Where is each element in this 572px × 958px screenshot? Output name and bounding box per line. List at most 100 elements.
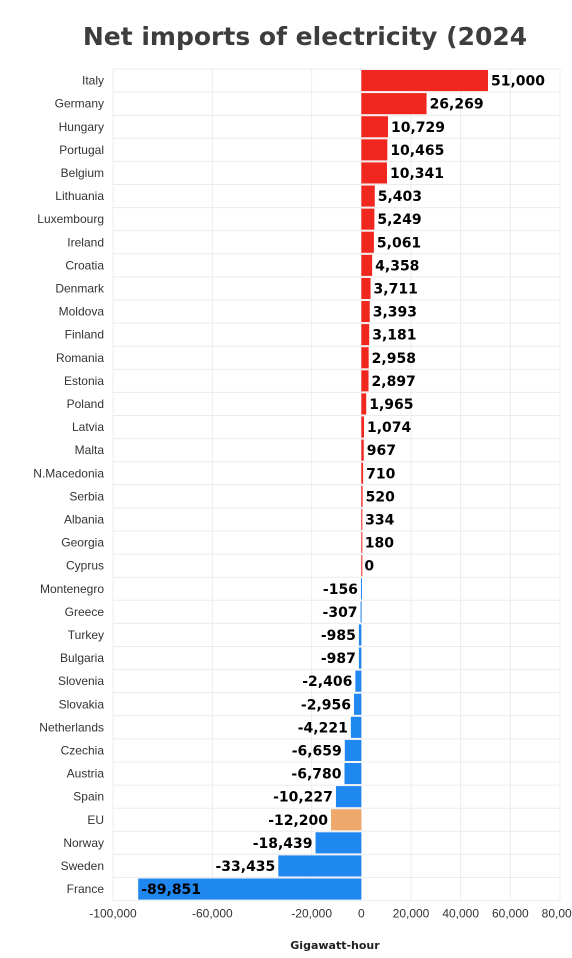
bar-albania [361,508,363,530]
bar-ireland [361,231,374,253]
category-label-ireland: Ireland [67,235,104,249]
bar-latvia [361,416,365,438]
grid-lines [112,68,561,902]
value-label-turkey: -985 [321,628,356,644]
bar-poland [361,393,367,415]
value-label-denmark: 3,711 [374,281,418,297]
bar-greece [360,601,362,623]
value-label-germany: 26,269 [430,97,484,113]
value-label-hungary: 10,729 [391,120,445,136]
category-label-slovakia: Slovakia [59,697,105,711]
value-label-montenegro: -156 [323,582,358,598]
bar-montenegro [360,578,362,600]
bar-italy [361,70,488,92]
category-label-austria: Austria [67,767,105,781]
category-label-albania: Albania [64,512,104,526]
value-label-france: -89,851 [141,882,201,898]
category-label-italy: Italy [82,74,104,88]
category-label-poland: Poland [67,397,104,411]
value-label-norway: -18,439 [253,836,313,852]
x-tick-label: 40,000 [442,907,479,921]
value-label-slovakia: -2,956 [301,697,351,713]
bar-croatia [361,254,373,276]
value-label-finland: 3,181 [372,328,416,344]
value-label-poland: 1,965 [369,397,413,413]
value-label-luxembourg: 5,249 [377,212,421,228]
bar-luxembourg [361,208,375,230]
category-label-norway: Norway [63,836,104,850]
category-label-eu: EU [87,813,104,827]
value-label-cyprus: 0 [364,559,374,575]
bar-malta [361,439,364,461]
value-label-spain: -10,227 [273,790,333,806]
category-label-malta: Malta [75,443,105,457]
chart-title: Net imports of electricity (2024 [82,22,528,51]
bar-moldova [361,301,370,323]
bar-germany [361,93,427,115]
category-label-latvia: Latvia [72,420,104,434]
bar-bulgaria [358,647,362,669]
bar-eu [331,809,362,831]
value-label-moldova: 3,393 [373,305,417,321]
x-tick-label: -100,000 [89,907,137,921]
value-label-bulgaria: -987 [321,651,356,667]
value-label-n-macedonia: 710 [366,466,395,482]
value-label-croatia: 4,358 [375,258,419,274]
category-label-luxembourg: Luxembourg [37,212,104,226]
value-label-eu: -12,200 [268,813,328,829]
x-tick-label: 20,000 [393,907,430,921]
category-label-bulgaria: Bulgaria [60,651,104,665]
category-label-sweden: Sweden [61,859,104,873]
bar-norway [315,832,362,854]
value-label-sweden: -33,435 [215,859,275,875]
value-label-greece: -307 [323,605,358,621]
bar-n-macedonia [361,462,364,484]
category-label-finland: Finland [65,328,104,342]
value-label-georgia: 180 [365,536,394,552]
value-label-albania: 334 [365,512,394,528]
bar-austria [344,763,362,785]
bars [138,70,488,900]
category-label-hungary: Hungary [59,120,104,134]
bar-belgium [361,162,388,184]
value-label-italy: 51,000 [491,74,545,90]
category-label-georgia: Georgia [61,536,104,550]
x-tick-label: 80,000 [542,907,572,921]
category-label-serbia: Serbia [69,489,104,503]
value-label-estonia: 2,897 [372,374,416,390]
category-label-netherlands: Netherlands [39,720,104,734]
category-label-moldova: Moldova [59,305,105,319]
category-label-croatia: Croatia [65,258,104,272]
category-label-romania: Romania [56,351,104,365]
category-label-n-macedonia: N.Macedonia [33,466,104,480]
category-label-cyprus: Cyprus [66,559,104,573]
category-label-greece: Greece [65,605,105,619]
bar-sweden [278,855,362,877]
category-label-czechia: Czechia [61,743,105,757]
x-axis-title: Gigawatt-hour [290,939,380,952]
bar-hungary [361,116,388,138]
bar-slovakia [353,693,362,715]
bar-estonia [361,370,369,392]
x-tick-label: 60,000 [492,907,529,921]
labels: -100,000 -60,000 -20,000 0 20,000 40,000 60,00… [33,74,572,921]
value-label-lithuania: 5,403 [378,189,422,205]
value-label-serbia: 520 [366,489,395,505]
value-label-portugal: 10,465 [390,143,444,159]
category-label-belgium: Belgium [61,166,104,180]
category-label-montenegro: Montenegro [40,582,104,596]
bar-finland [361,324,370,346]
category-label-denmark: Denmark [55,281,105,295]
bar-romania [361,347,369,369]
x-tick-label: -60,000 [192,907,233,921]
bar-turkey [358,624,362,646]
bar-netherlands [350,716,362,738]
bar-france [138,878,362,900]
bar-georgia [361,532,363,554]
bar-spain [335,786,362,808]
bar-cyprus [361,555,363,577]
category-label-germany: Germany [55,97,104,111]
bar-czechia [344,739,362,761]
value-label-slovenia: -2,406 [302,674,352,690]
